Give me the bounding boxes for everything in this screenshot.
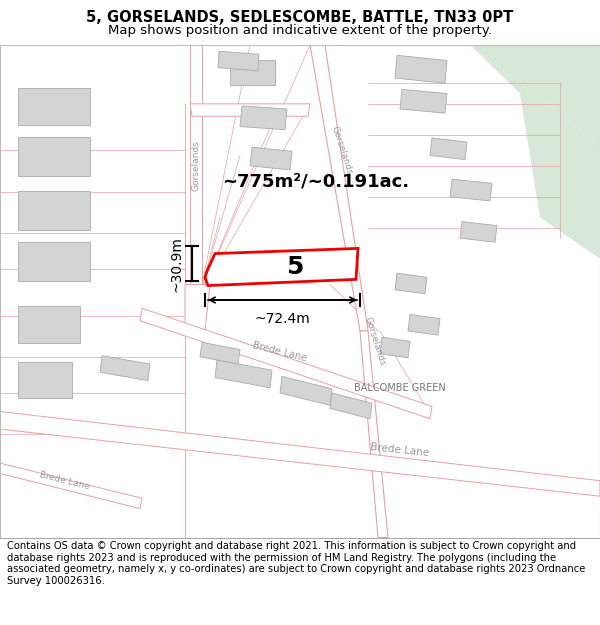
Polygon shape bbox=[100, 356, 150, 381]
Text: Map shows position and indicative extent of the property.: Map shows position and indicative extent… bbox=[108, 24, 492, 37]
Polygon shape bbox=[395, 56, 447, 83]
Text: 5: 5 bbox=[286, 255, 304, 279]
Polygon shape bbox=[450, 179, 492, 201]
Polygon shape bbox=[140, 308, 432, 419]
Polygon shape bbox=[408, 314, 440, 335]
Polygon shape bbox=[400, 89, 447, 113]
Polygon shape bbox=[395, 273, 427, 294]
Polygon shape bbox=[240, 106, 287, 129]
Polygon shape bbox=[190, 104, 310, 116]
Polygon shape bbox=[330, 393, 372, 419]
Polygon shape bbox=[230, 61, 275, 85]
Polygon shape bbox=[18, 88, 90, 124]
Text: Contains OS data © Crown copyright and database right 2021. This information is : Contains OS data © Crown copyright and d… bbox=[7, 541, 586, 586]
Polygon shape bbox=[250, 148, 292, 170]
Polygon shape bbox=[310, 45, 368, 331]
Polygon shape bbox=[18, 306, 80, 343]
Text: ~72.4m: ~72.4m bbox=[254, 312, 310, 326]
Polygon shape bbox=[460, 221, 497, 243]
Text: Gorselands: Gorselands bbox=[330, 125, 354, 176]
Polygon shape bbox=[0, 463, 142, 509]
Text: Gorselands: Gorselands bbox=[363, 316, 387, 367]
Text: Gorselands: Gorselands bbox=[191, 141, 200, 191]
Polygon shape bbox=[18, 242, 90, 281]
Polygon shape bbox=[190, 45, 202, 290]
Polygon shape bbox=[215, 360, 272, 388]
Polygon shape bbox=[280, 376, 332, 406]
Polygon shape bbox=[18, 362, 72, 398]
Polygon shape bbox=[380, 338, 410, 358]
Polygon shape bbox=[185, 284, 210, 331]
Polygon shape bbox=[360, 331, 388, 538]
Polygon shape bbox=[0, 411, 600, 496]
Polygon shape bbox=[18, 191, 90, 230]
Text: Brede Lane: Brede Lane bbox=[252, 340, 308, 363]
Polygon shape bbox=[430, 138, 467, 159]
Text: BALCOMBE GREEN: BALCOMBE GREEN bbox=[354, 382, 446, 392]
Text: Brede Lane: Brede Lane bbox=[370, 442, 430, 458]
Text: ~775m²/~0.191ac.: ~775m²/~0.191ac. bbox=[222, 173, 409, 190]
Text: 5, GORSELANDS, SEDLESCOMBE, BATTLE, TN33 0PT: 5, GORSELANDS, SEDLESCOMBE, BATTLE, TN33… bbox=[86, 10, 514, 25]
Text: Brede Lane: Brede Lane bbox=[39, 470, 91, 491]
Text: ~30.9m: ~30.9m bbox=[170, 236, 184, 292]
Polygon shape bbox=[470, 45, 600, 145]
Polygon shape bbox=[18, 137, 90, 176]
Polygon shape bbox=[205, 248, 358, 286]
Polygon shape bbox=[470, 45, 600, 259]
Polygon shape bbox=[218, 51, 259, 71]
Polygon shape bbox=[200, 342, 240, 364]
